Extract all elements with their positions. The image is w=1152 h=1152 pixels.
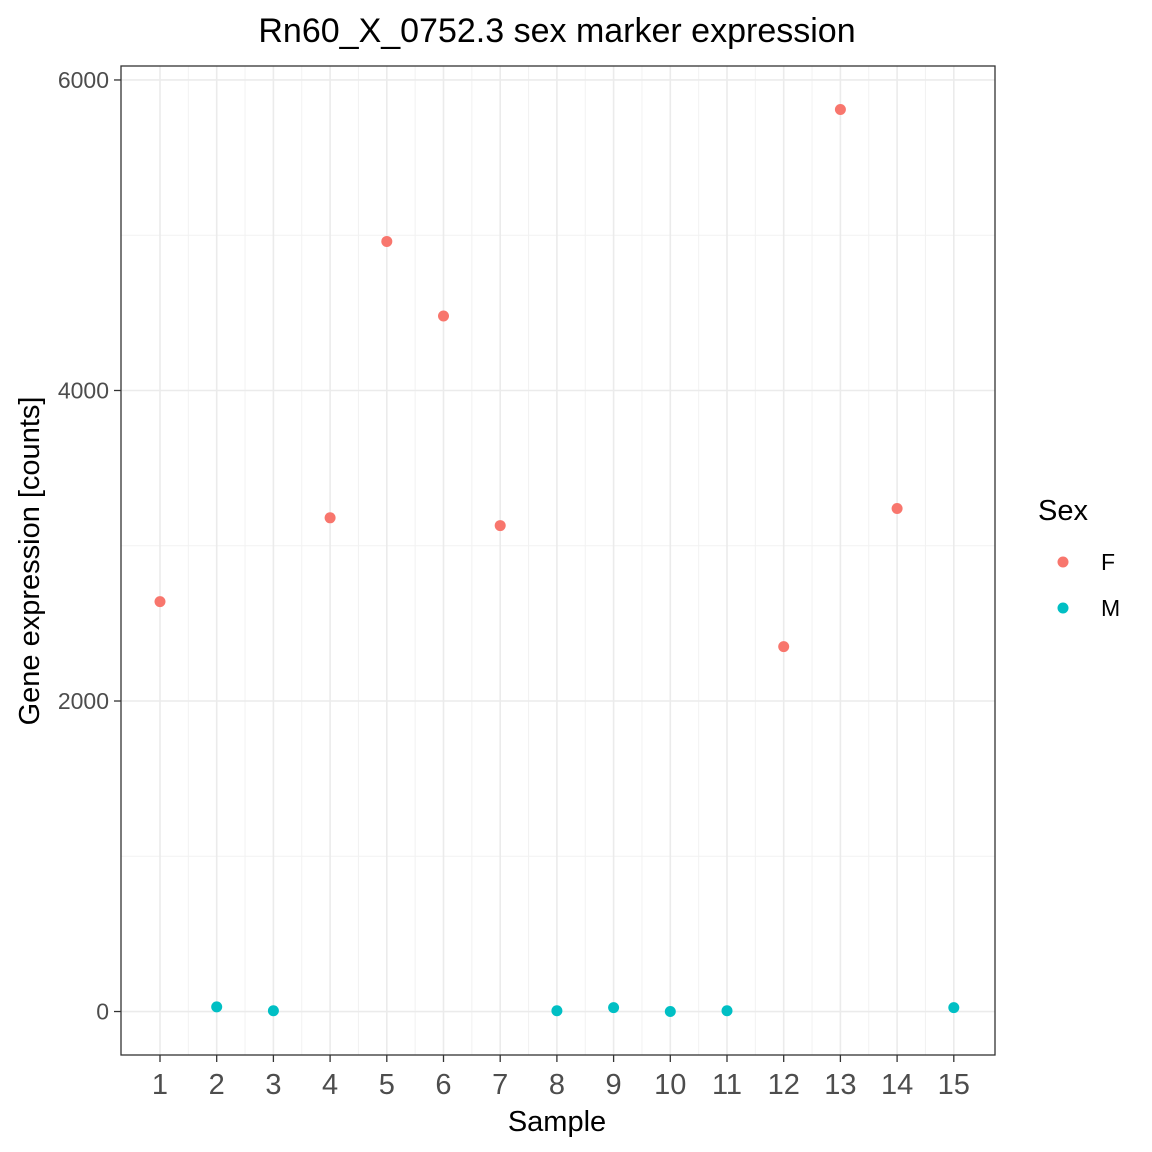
data-point-f — [381, 235, 393, 247]
data-point-m — [211, 1001, 223, 1013]
data-point-f — [834, 103, 846, 115]
x-tick-label: 13 — [824, 1069, 856, 1101]
y-tick-label: 4000 — [58, 377, 109, 403]
data-point-f — [778, 641, 790, 653]
x-tick-label: 3 — [265, 1069, 281, 1101]
x-tick-label: 15 — [938, 1069, 970, 1101]
x-tick-label: 5 — [379, 1069, 395, 1101]
y-tick-label: 0 — [96, 999, 109, 1025]
x-tick-label: 7 — [492, 1069, 508, 1101]
data-point-m — [608, 1002, 620, 1014]
x-tick-label: 2 — [209, 1069, 225, 1101]
x-tick-label: 10 — [654, 1069, 686, 1101]
legend-title: Sex — [1038, 495, 1088, 527]
x-tick-label: 1 — [152, 1069, 168, 1101]
x-tick-label: 8 — [549, 1069, 565, 1101]
y-axis-title: Gene expression [counts] — [14, 397, 46, 726]
data-point-f — [154, 596, 166, 608]
data-point-f — [891, 502, 903, 514]
data-point-f — [324, 512, 336, 524]
x-axis-title: Sample — [508, 1106, 606, 1138]
data-point-f — [494, 520, 506, 532]
x-tick-label: 12 — [768, 1069, 800, 1101]
y-tick-label: 2000 — [58, 688, 109, 714]
x-tick-label: 9 — [606, 1069, 622, 1101]
data-points — [154, 103, 960, 1018]
legend-key-f — [1057, 556, 1069, 568]
legend-key-m — [1057, 602, 1069, 614]
grid — [121, 66, 995, 1055]
x-tick-label: 6 — [435, 1069, 451, 1101]
data-point-m — [664, 1006, 676, 1018]
data-point-m — [948, 1002, 960, 1014]
data-point-m — [551, 1005, 563, 1017]
data-point-f — [438, 310, 449, 322]
legend: Sex FM — [1038, 495, 1120, 621]
legend-label-m: M — [1101, 595, 1120, 621]
plot-panel-border — [120, 65, 996, 1056]
y-tick-label: 6000 — [58, 67, 109, 93]
x-tick-label: 11 — [712, 1069, 742, 1101]
x-tick-label: 14 — [881, 1069, 913, 1101]
legend-label-f: F — [1101, 549, 1115, 575]
data-point-m — [267, 1005, 279, 1017]
chart-title: Rn60_X_0752.3 sex marker expression — [258, 12, 855, 50]
data-point-m — [721, 1005, 733, 1017]
x-tick-label: 4 — [322, 1069, 338, 1101]
